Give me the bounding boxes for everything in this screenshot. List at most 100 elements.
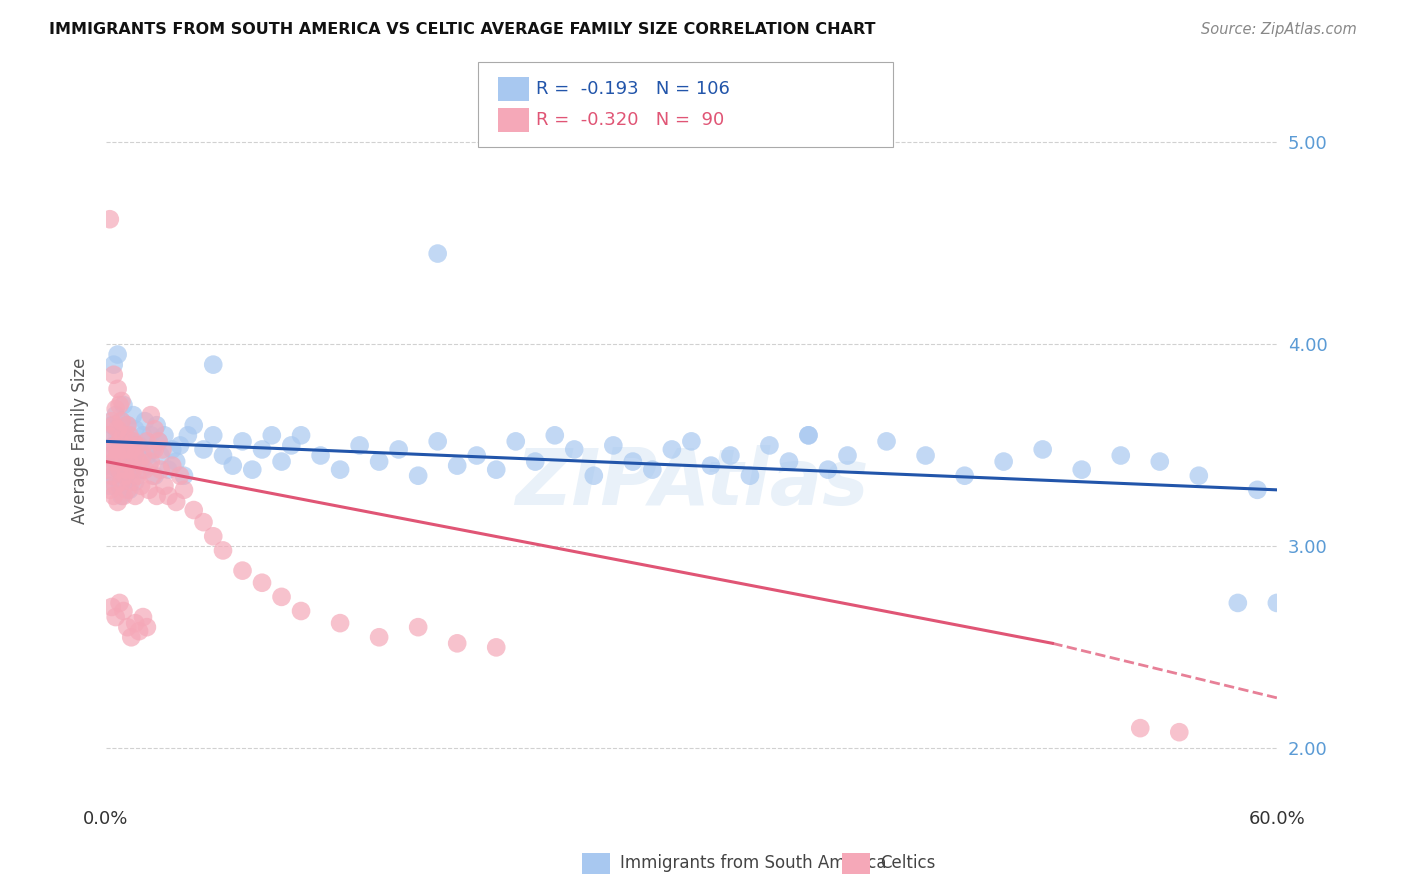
Point	[157, 489, 180, 503]
Point	[212, 449, 235, 463]
Point	[129, 479, 152, 493]
Point	[505, 434, 527, 449]
Point	[107, 463, 129, 477]
Point	[100, 468, 122, 483]
Point	[368, 454, 391, 468]
Point	[1109, 449, 1132, 463]
Point	[100, 414, 122, 428]
Point	[132, 449, 155, 463]
Point	[817, 463, 839, 477]
Point	[738, 468, 761, 483]
Point	[107, 422, 129, 436]
Point	[169, 468, 191, 483]
Point	[153, 428, 176, 442]
Point	[290, 428, 312, 442]
Point	[183, 418, 205, 433]
Point	[162, 442, 184, 457]
Point	[100, 418, 122, 433]
Point	[165, 454, 187, 468]
Point	[1188, 468, 1211, 483]
Point	[280, 438, 302, 452]
Point	[117, 483, 139, 497]
Point	[1032, 442, 1054, 457]
Point	[128, 624, 150, 639]
Point	[127, 438, 149, 452]
Point	[446, 458, 468, 473]
Point	[107, 449, 129, 463]
Point	[103, 418, 125, 433]
Point	[117, 620, 139, 634]
Point	[103, 454, 125, 468]
Point	[720, 449, 742, 463]
Point	[100, 599, 122, 614]
Point	[641, 463, 664, 477]
Point	[103, 438, 125, 452]
Point	[148, 434, 170, 449]
Point	[231, 434, 253, 449]
Point	[134, 414, 156, 428]
Point	[139, 428, 162, 442]
Point	[100, 449, 122, 463]
Point	[107, 495, 129, 509]
Point	[122, 408, 145, 422]
Point	[153, 479, 176, 493]
Point	[148, 434, 170, 449]
Point	[250, 575, 273, 590]
Point	[142, 468, 165, 483]
Point	[104, 408, 127, 422]
Point	[108, 398, 131, 412]
Point	[98, 483, 121, 497]
Point	[122, 463, 145, 477]
Point	[114, 468, 136, 483]
Point	[104, 438, 127, 452]
Point	[222, 458, 245, 473]
Point	[582, 468, 605, 483]
Point	[127, 449, 149, 463]
Text: IMMIGRANTS FROM SOUTH AMERICA VS CELTIC AVERAGE FAMILY SIZE CORRELATION CHART: IMMIGRANTS FROM SOUTH AMERICA VS CELTIC …	[49, 22, 876, 37]
Point	[132, 610, 155, 624]
Point	[183, 503, 205, 517]
Point	[127, 468, 149, 483]
Point	[138, 458, 160, 473]
Point	[406, 620, 429, 634]
Point	[157, 463, 180, 477]
Point	[837, 449, 859, 463]
Point	[124, 489, 146, 503]
Point	[758, 438, 780, 452]
Point	[104, 454, 127, 468]
Point	[270, 454, 292, 468]
Point	[108, 479, 131, 493]
Point	[112, 449, 135, 463]
Point	[142, 442, 165, 457]
Point	[110, 414, 132, 428]
Point	[193, 515, 215, 529]
Point	[134, 463, 156, 477]
Point	[110, 394, 132, 409]
Point	[112, 454, 135, 468]
Point	[114, 428, 136, 442]
Point	[329, 616, 352, 631]
Point	[143, 442, 166, 457]
Point	[120, 463, 142, 477]
Point	[110, 489, 132, 503]
Point	[122, 454, 145, 468]
Point	[103, 368, 125, 382]
Point	[122, 434, 145, 449]
Text: ZIPAtlas: ZIPAtlas	[515, 445, 868, 522]
Point	[290, 604, 312, 618]
Point	[993, 454, 1015, 468]
Text: Source: ZipAtlas.com: Source: ZipAtlas.com	[1201, 22, 1357, 37]
Text: R =  -0.193   N = 106: R = -0.193 N = 106	[536, 80, 730, 98]
Point	[118, 428, 141, 442]
Point	[114, 463, 136, 477]
Point	[797, 428, 820, 442]
Point	[388, 442, 411, 457]
Point	[524, 454, 547, 468]
Point	[202, 428, 225, 442]
Point	[117, 458, 139, 473]
Point	[231, 564, 253, 578]
Point	[112, 398, 135, 412]
Point	[145, 489, 167, 503]
Point	[193, 442, 215, 457]
Point	[97, 458, 120, 473]
